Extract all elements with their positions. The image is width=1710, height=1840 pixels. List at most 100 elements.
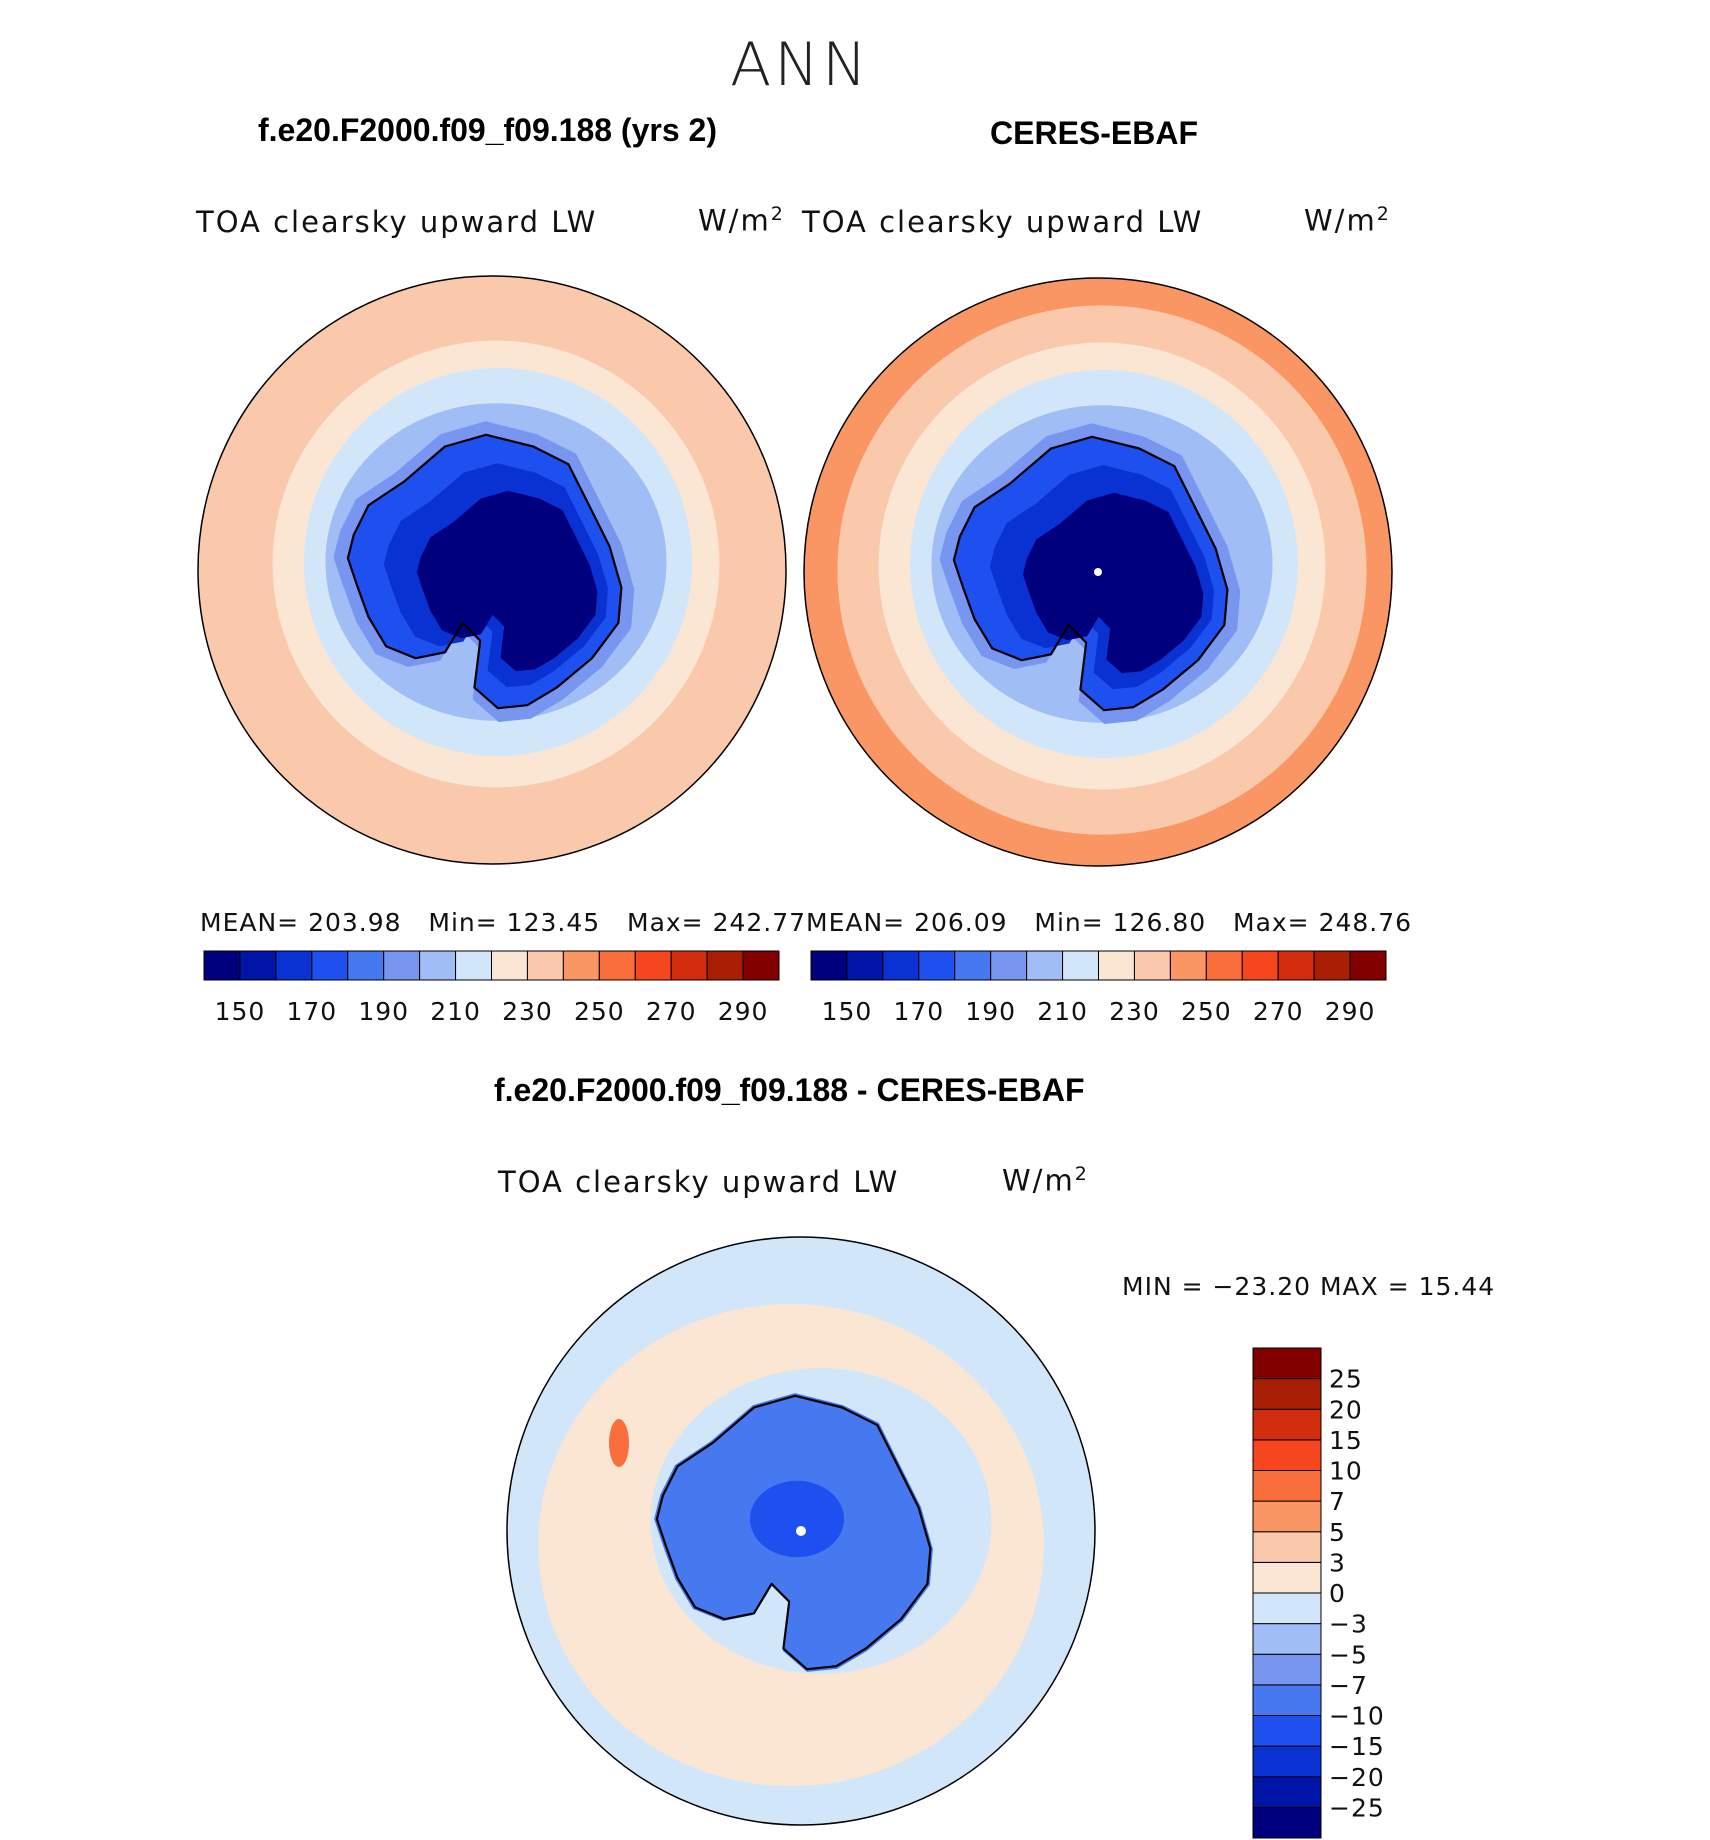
colorbar-swatch	[1252, 1684, 1322, 1716]
colorbar-swatch	[1062, 950, 1099, 981]
model-panel-title: f.e20.F2000.f09_f09.188 (yrs 2)	[258, 112, 717, 148]
colorbar-swatch	[1252, 1806, 1322, 1839]
colorbar-swatch	[419, 950, 457, 981]
colorbar-swatch	[1313, 950, 1351, 981]
colorbar-swatch	[598, 950, 636, 981]
obs-polar-map	[803, 277, 1393, 867]
colorbar-tick-label: 250	[574, 997, 625, 1026]
colorbar-swatch	[383, 950, 421, 981]
colorbar-tick-label: 170	[286, 997, 337, 1026]
colorbar-swatch	[1098, 950, 1135, 981]
colorbar-tick-label: 210	[1037, 997, 1088, 1026]
model-polar-map	[197, 275, 787, 865]
colorbar-swatch	[455, 950, 492, 981]
colorbar-swatch	[1241, 950, 1279, 981]
colorbar-swatch	[562, 950, 600, 981]
antarctica-plateau	[1022, 492, 1204, 674]
colorbar-swatch	[1252, 1561, 1322, 1594]
colorbar-tick-label: 10	[1329, 1457, 1363, 1486]
diff-polar-map	[506, 1236, 1096, 1826]
colorbar-swatch	[1252, 1623, 1322, 1655]
colorbar-tick-label: 150	[822, 997, 873, 1026]
colorbar-tick-label: 230	[1109, 997, 1160, 1026]
map-boundary	[506, 1236, 1096, 1826]
obs-variable-label: TOA clearsky upward LW	[802, 205, 1204, 239]
colorbar-swatch	[1252, 1470, 1322, 1502]
colorbar-swatch	[1252, 1500, 1322, 1533]
colorbar-tick-label: 5	[1329, 1518, 1346, 1547]
map-boundary	[803, 277, 1393, 867]
colorbar-swatch	[1026, 950, 1064, 981]
colorbar-tick-label: 290	[718, 997, 769, 1026]
colorbar-tick-label: 3	[1329, 1548, 1346, 1577]
season-title: ANN	[730, 30, 870, 100]
colorbar-tick-label: 250	[1181, 997, 1232, 1026]
colorbar-swatch	[1252, 1408, 1322, 1441]
obs-units-label: W/m2	[1304, 203, 1391, 238]
colorbar-tick-label: −7	[1329, 1671, 1368, 1700]
diff-units-label: W/m2	[1002, 1163, 1089, 1198]
colorbar-swatch	[203, 950, 241, 981]
colorbar-swatch	[526, 950, 564, 981]
colorbar-tick-label: 20	[1329, 1395, 1363, 1424]
model-units-label: W/m2	[698, 203, 785, 238]
model-colorbar: 150 170 190 210 230 250 270 290	[203, 950, 780, 1026]
colorbar-tick-label: 0	[1329, 1579, 1346, 1608]
pole-point	[1094, 568, 1102, 576]
colorbar-tick-label: 190	[965, 997, 1016, 1026]
peninsula-positive-anomaly	[609, 1419, 629, 1467]
colorbar-swatch	[311, 950, 349, 981]
obs-panel-title: CERES-EBAF	[990, 115, 1199, 151]
colorbar-tick-label: 290	[1325, 997, 1376, 1026]
colorbar-tick-label: −20	[1329, 1763, 1385, 1792]
diff-panel-title: f.e20.F2000.f09_f09.188 - CERES-EBAF	[494, 1072, 1085, 1108]
colorbar-swatch	[1277, 950, 1315, 981]
obs-colorbar: 150 170 190 210 230 250 270 290	[810, 950, 1387, 1026]
model-variable-label: TOA clearsky upward LW	[196, 205, 598, 239]
colorbar-swatch	[1133, 950, 1171, 981]
plateau-anomaly	[749, 1480, 845, 1558]
colorbar-tick-label: −25	[1329, 1793, 1385, 1822]
colorbar-tick-label: 190	[358, 997, 409, 1026]
antarctica-plateau	[416, 490, 598, 672]
colorbar-swatch	[1252, 1653, 1322, 1686]
colorbar-tick-label: 270	[1253, 997, 1304, 1026]
colorbar-swatch	[1252, 1378, 1322, 1410]
colorbar-swatch	[1252, 1592, 1322, 1625]
colorbar-tick-label: 270	[646, 997, 697, 1026]
colorbar-swatch	[1169, 950, 1207, 981]
colorbar-swatch	[742, 950, 780, 981]
colorbar-swatch	[882, 950, 920, 981]
colorbar-swatch	[706, 950, 744, 981]
colorbar-tick-label: 15	[1329, 1426, 1363, 1455]
colorbar-tick-label: 7	[1329, 1487, 1346, 1516]
colorbar-swatch	[1252, 1531, 1322, 1563]
colorbar-swatch	[1252, 1347, 1322, 1380]
diff-minmax: MIN = −23.20 MAX = 15.44	[1122, 1272, 1496, 1301]
colorbar-swatch	[1252, 1776, 1322, 1808]
colorbar-swatch	[634, 950, 672, 981]
obs-stats: MEAN= 206.09 Min= 126.80 Max= 248.76	[806, 908, 1413, 937]
colorbar-swatch	[275, 950, 313, 981]
colorbar-tick-label: −3	[1329, 1610, 1368, 1639]
colorbar-swatch	[670, 950, 708, 981]
colorbar-tick-label: 25	[1329, 1365, 1363, 1394]
colorbar-tick-label: −10	[1329, 1702, 1385, 1731]
diff-variable-label: TOA clearsky upward LW	[498, 1165, 900, 1199]
colorbar-tick-label: 170	[893, 997, 944, 1026]
pole-point	[796, 1526, 806, 1536]
colorbar-swatch	[1205, 950, 1243, 981]
colorbar-swatch	[990, 950, 1028, 981]
antarctica-coastline	[655, 1394, 932, 1671]
colorbar-swatch	[1349, 950, 1387, 981]
colorbar-tick-label: 150	[215, 997, 266, 1026]
colorbar-swatch	[347, 950, 385, 981]
colorbar-tick-label: −5	[1329, 1640, 1368, 1669]
colorbar-swatch	[810, 950, 848, 981]
colorbar-swatch	[1252, 1439, 1322, 1471]
colorbar-swatch	[491, 950, 528, 981]
colorbar-swatch	[954, 950, 992, 981]
model-stats: MEAN= 203.98 Min= 123.45 Max= 242.77	[200, 908, 807, 937]
map-boundary	[197, 275, 787, 865]
